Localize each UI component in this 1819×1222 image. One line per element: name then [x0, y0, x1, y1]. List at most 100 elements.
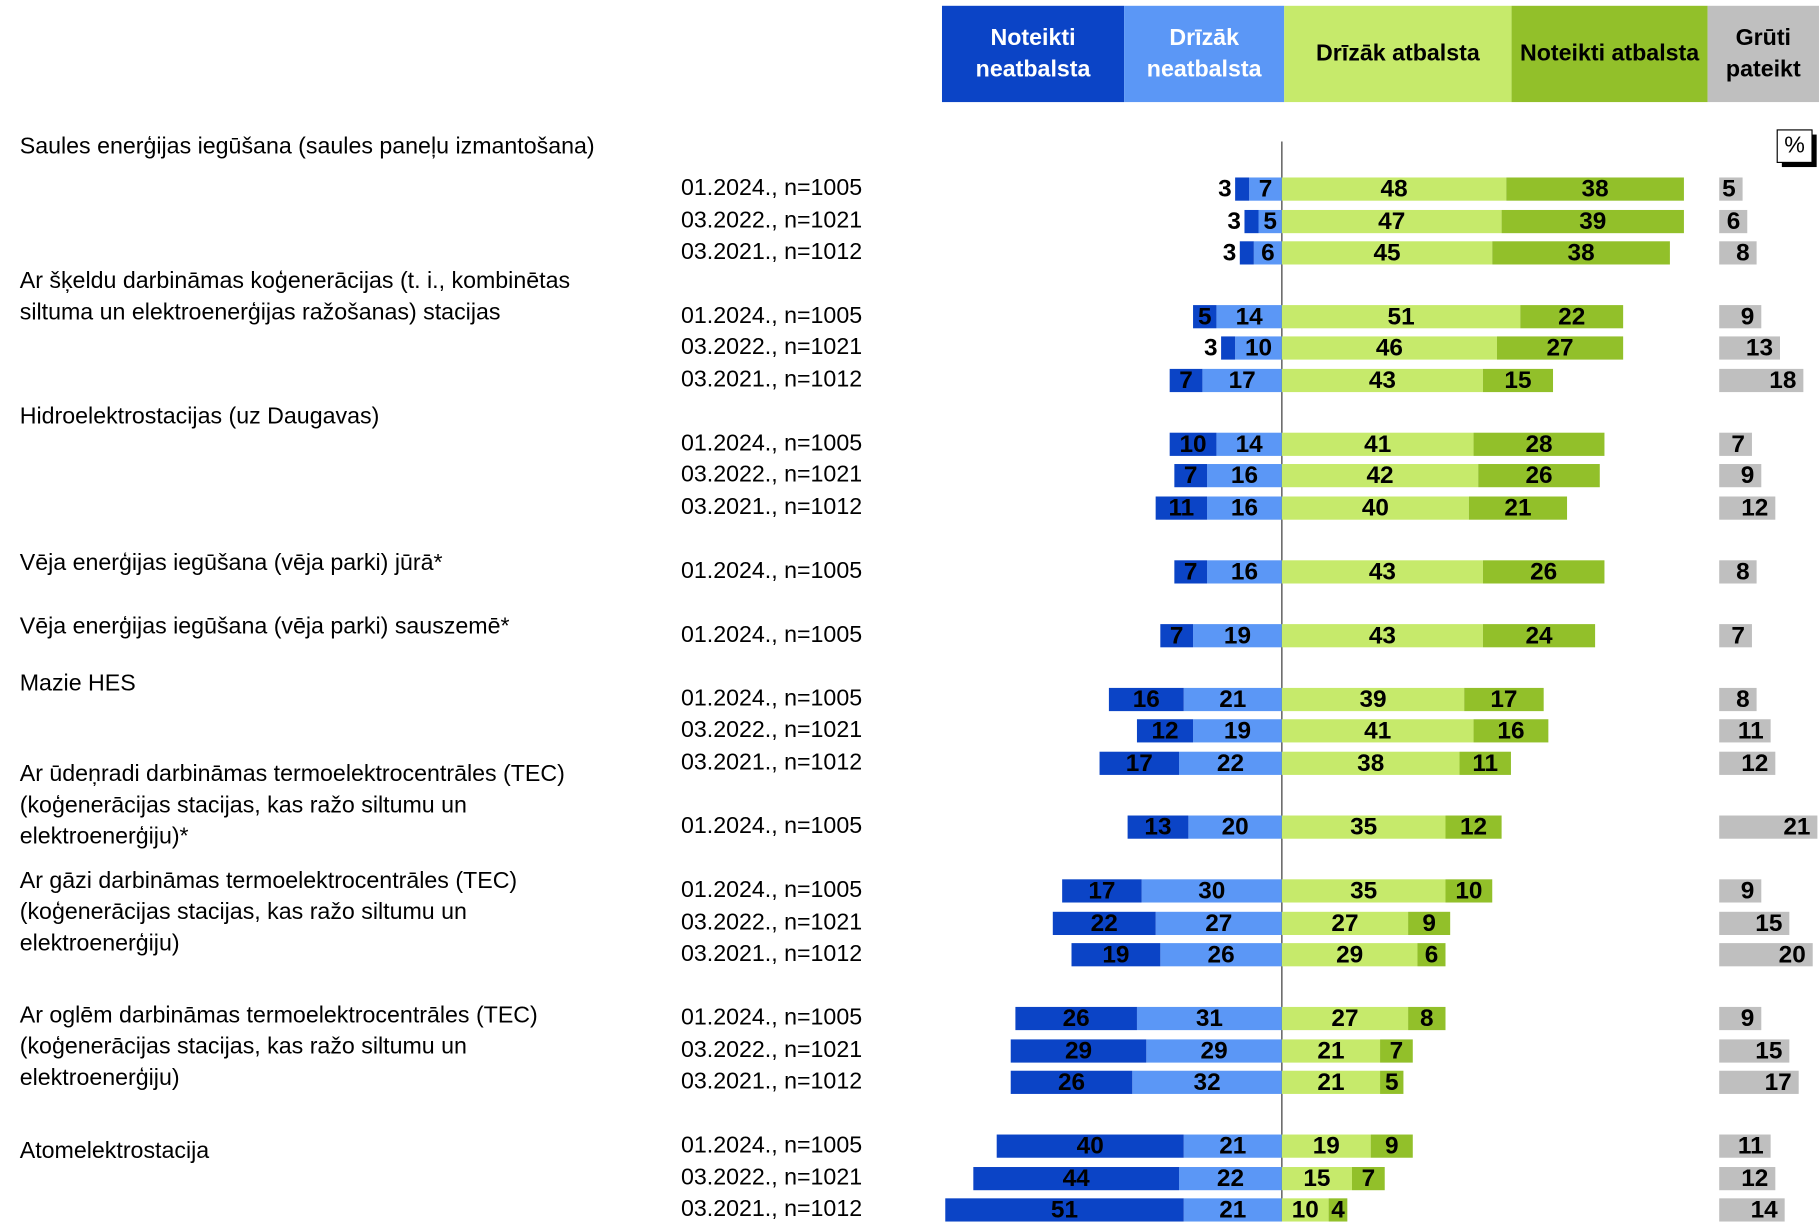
- value-label: 16: [1231, 462, 1258, 489]
- value-label: 12: [1741, 750, 1768, 777]
- legend-label: Drīzāk atbalsta: [1315, 40, 1480, 67]
- value-label: 27: [1546, 335, 1573, 362]
- value-label: 35: [1350, 814, 1377, 841]
- value-label: 22: [1217, 750, 1244, 777]
- bar: [1719, 624, 1752, 648]
- value-label: 7: [1170, 622, 1184, 649]
- row-label: 03.2022., n=1021: [681, 909, 862, 935]
- value-label: 9: [1385, 1133, 1399, 1160]
- group-label: siltuma un elektroenerģijas ražošanas) s…: [20, 298, 501, 324]
- bar: [1719, 1198, 1785, 1222]
- value-label: 3: [1223, 239, 1237, 266]
- bar: [1281, 1134, 1371, 1158]
- value-label: 7: [1362, 1165, 1376, 1192]
- bar: [1160, 943, 1282, 967]
- row-label: 03.2021., n=1012: [681, 748, 862, 774]
- legend-box: [941, 5, 1125, 103]
- value-label: 19: [1224, 717, 1251, 744]
- value-label: 11: [1738, 1133, 1764, 1160]
- value-label: 15: [1504, 367, 1531, 394]
- value-label: 51: [1388, 303, 1415, 330]
- value-label: 6: [1425, 941, 1439, 968]
- bar: [1281, 209, 1502, 234]
- value-label: 21: [1219, 686, 1246, 713]
- bar: [1719, 305, 1762, 329]
- value-label: 7: [1731, 431, 1745, 458]
- bar: [1719, 496, 1776, 520]
- bar: [1202, 368, 1282, 393]
- value-label: 14: [1236, 303, 1264, 330]
- value-label: 41: [1364, 431, 1391, 458]
- bar: [1719, 1134, 1771, 1158]
- bar: [1380, 1039, 1413, 1063]
- bar: [1207, 560, 1282, 584]
- bar: [1127, 815, 1189, 839]
- bar: [1281, 1198, 1329, 1222]
- bar: [1473, 432, 1605, 456]
- group-label: Vēja enerģijas iegūšana (vēja parki) jūr…: [20, 549, 443, 575]
- bar: [1482, 624, 1596, 648]
- value-label: 31: [1196, 1005, 1223, 1032]
- legend-label: Noteikti atbalsta: [1519, 40, 1700, 67]
- value-label: 8: [1736, 559, 1750, 586]
- value-label: 21: [1504, 495, 1531, 522]
- value-label: 21: [1317, 1069, 1344, 1096]
- row-label: 01.2024., n=1005: [681, 1131, 862, 1157]
- bar: [1169, 368, 1203, 393]
- bar: [1160, 624, 1194, 648]
- value-label: 11: [1738, 717, 1764, 744]
- value-label: 18: [1769, 367, 1796, 394]
- bar: [1281, 496, 1469, 520]
- legend-label: Drīzāk neatbalsta: [1146, 24, 1262, 82]
- bar: [1281, 943, 1418, 967]
- value-label: 7: [1731, 622, 1745, 649]
- value-label: 9: [1741, 303, 1755, 330]
- bar: [1099, 751, 1180, 775]
- value-label: 10: [1245, 335, 1272, 362]
- bar: [1281, 1006, 1409, 1031]
- value-label: 13: [1144, 814, 1171, 841]
- group-label: Hidroelektrostacijas (uz Daugavas): [20, 403, 380, 429]
- value-label: 9: [1741, 462, 1755, 489]
- legend-box: [1124, 5, 1285, 103]
- bar: [945, 1198, 1184, 1222]
- value-label: 38: [1582, 176, 1609, 203]
- bar: [1136, 719, 1194, 743]
- bar: [1244, 209, 1259, 234]
- value-label: 26: [1058, 1069, 1085, 1096]
- value-label: 3: [1218, 176, 1232, 203]
- row-label: 01.2024., n=1005: [681, 1004, 862, 1030]
- value-label: 40: [1362, 495, 1389, 522]
- value-label: 21: [1317, 1038, 1344, 1065]
- bar: [1719, 1167, 1776, 1191]
- bar: [1010, 1039, 1147, 1063]
- bar: [1235, 177, 1250, 201]
- bar: [1281, 464, 1479, 488]
- value-label: 38: [1357, 750, 1384, 777]
- bar: [1719, 432, 1752, 456]
- bar: [1174, 464, 1208, 488]
- bar: [1719, 368, 1804, 393]
- value-label: 11: [1472, 750, 1498, 777]
- value-label: 15: [1755, 1038, 1782, 1065]
- bar: [1408, 911, 1451, 936]
- row-label: 03.2021., n=1012: [681, 493, 862, 519]
- row-label: 01.2024., n=1005: [681, 876, 862, 902]
- value-label: 5: [1385, 1069, 1399, 1096]
- value-label: 45: [1374, 239, 1401, 266]
- row-label: 03.2021., n=1012: [681, 1195, 862, 1221]
- bar: [1492, 241, 1670, 265]
- value-label: 19: [1102, 941, 1129, 968]
- bar: [1473, 719, 1549, 743]
- value-label: 39: [1359, 686, 1386, 713]
- bar: [1183, 1198, 1282, 1222]
- bar: [1719, 687, 1757, 712]
- group-label: Ar oglēm darbināmas termoelektrocentrāle…: [20, 1001, 538, 1027]
- value-label: 10: [1179, 431, 1206, 458]
- value-label: 10: [1292, 1197, 1319, 1222]
- value-label: 26: [1208, 941, 1235, 968]
- value-label: 8: [1736, 239, 1750, 266]
- bar: [1328, 1198, 1348, 1222]
- bar: [1408, 1006, 1446, 1031]
- value-label: 8: [1736, 686, 1750, 713]
